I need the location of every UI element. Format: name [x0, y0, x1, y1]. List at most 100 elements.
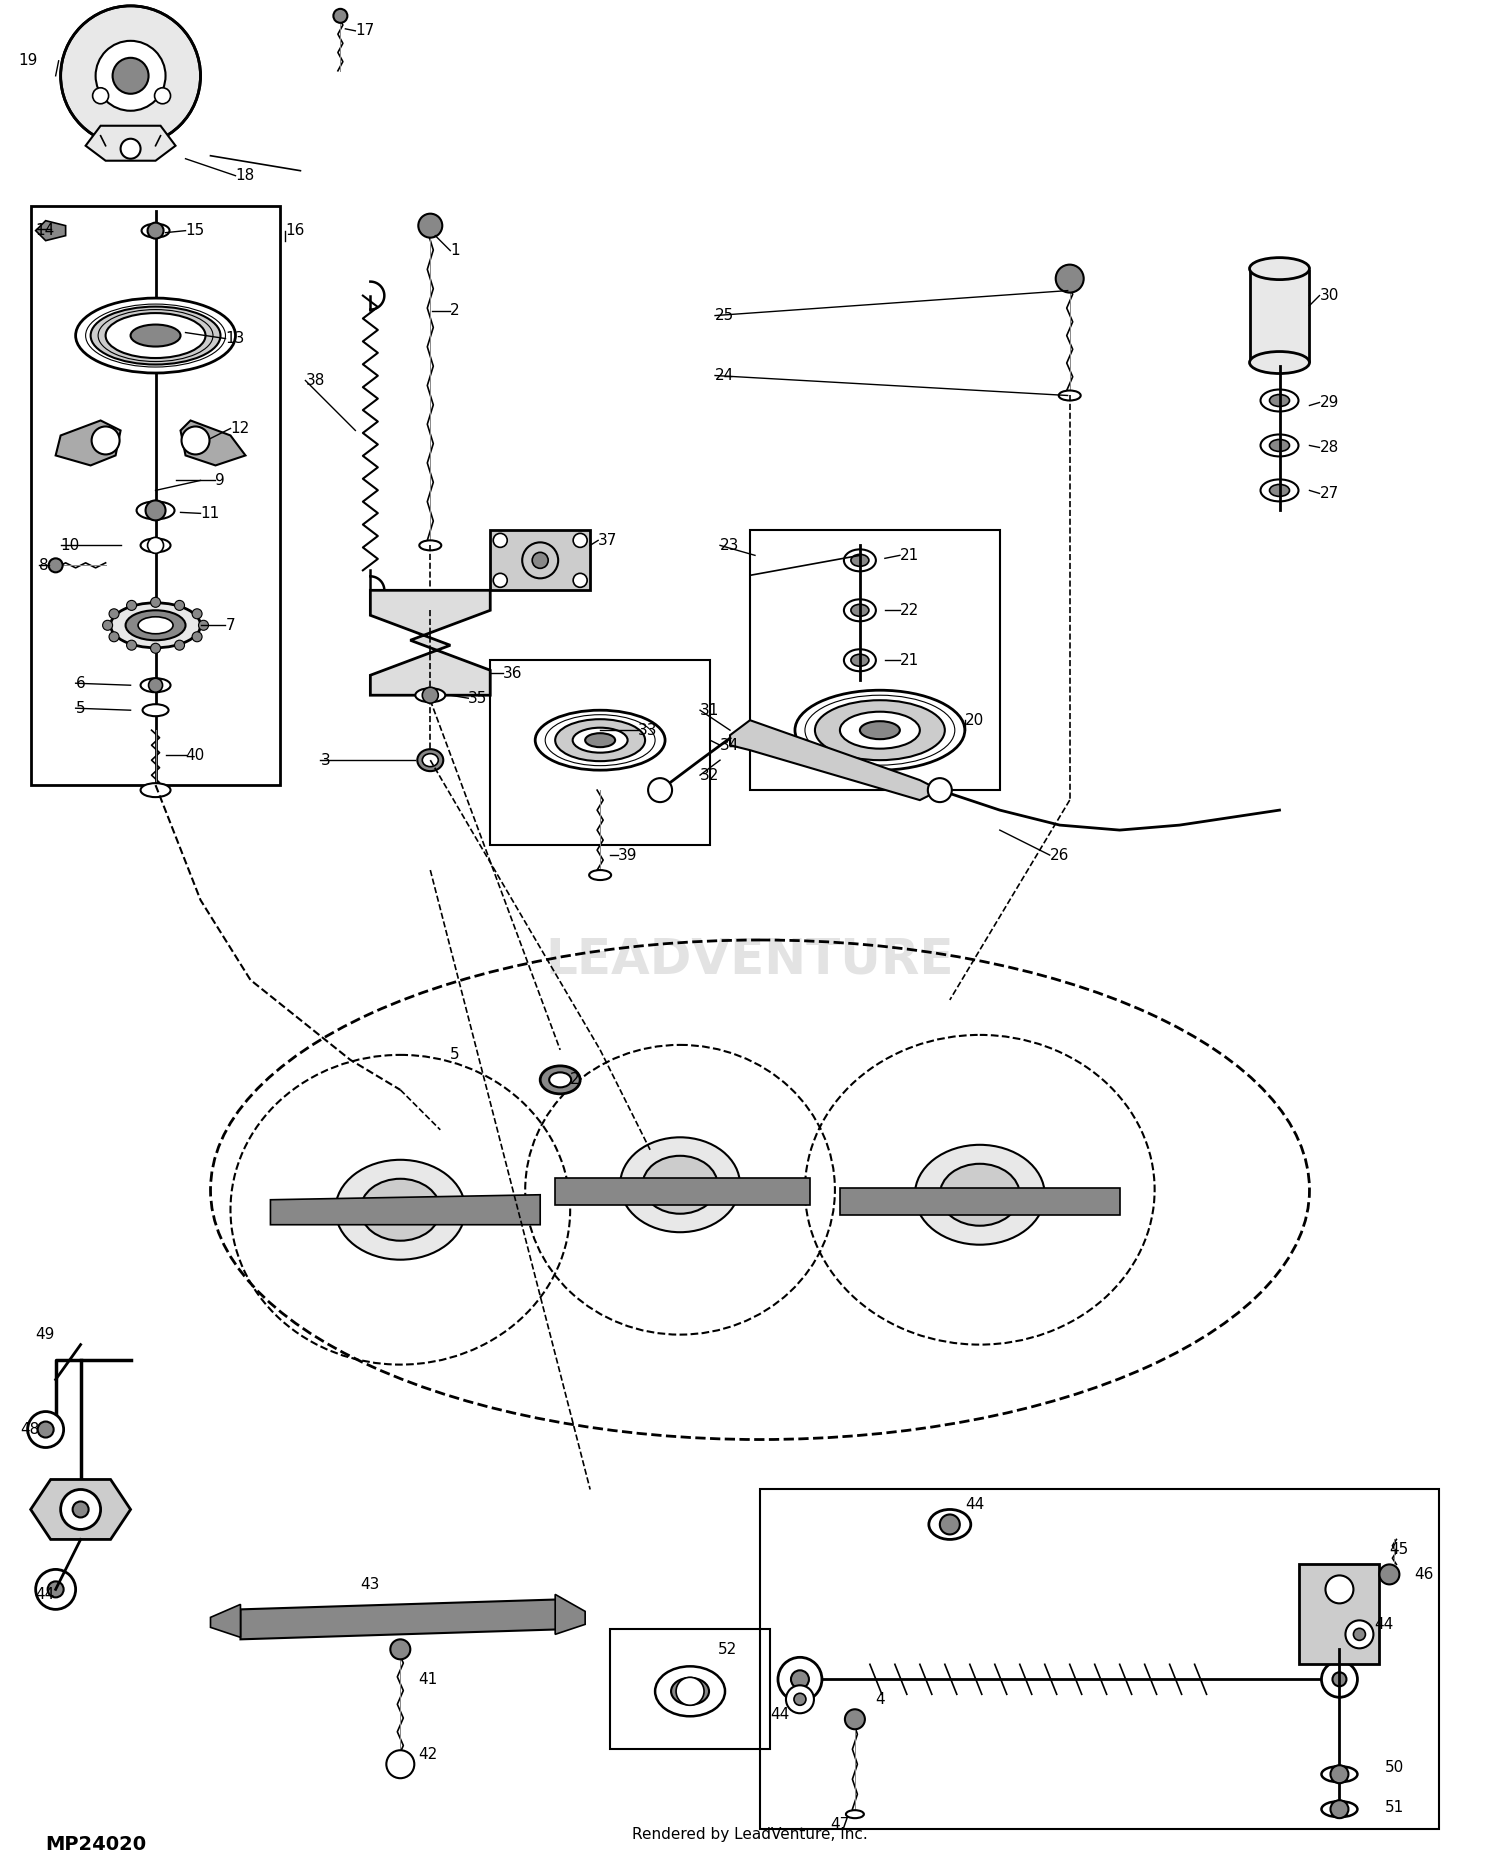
- Circle shape: [110, 631, 118, 642]
- Ellipse shape: [620, 1137, 740, 1232]
- Circle shape: [154, 87, 171, 104]
- Ellipse shape: [1322, 1766, 1358, 1783]
- Ellipse shape: [90, 307, 220, 365]
- Text: Rendered by LeadVenture, Inc.: Rendered by LeadVenture, Inc.: [632, 1828, 868, 1842]
- Circle shape: [36, 1569, 75, 1610]
- Circle shape: [794, 1694, 806, 1705]
- Polygon shape: [210, 1604, 240, 1638]
- Circle shape: [174, 601, 184, 610]
- Text: 19: 19: [18, 54, 38, 69]
- Circle shape: [120, 140, 141, 158]
- Polygon shape: [240, 1599, 560, 1640]
- Text: 44: 44: [36, 1587, 56, 1602]
- Text: 36: 36: [503, 666, 522, 681]
- Text: 26: 26: [1050, 847, 1070, 862]
- Text: 43: 43: [360, 1576, 380, 1591]
- Ellipse shape: [420, 540, 441, 551]
- Text: 45: 45: [1389, 1543, 1408, 1558]
- Ellipse shape: [815, 700, 945, 759]
- Circle shape: [419, 214, 442, 238]
- Bar: [750, 530, 1000, 791]
- Circle shape: [148, 677, 162, 692]
- Ellipse shape: [915, 1145, 1044, 1245]
- Ellipse shape: [859, 722, 900, 739]
- Polygon shape: [555, 1595, 585, 1634]
- Ellipse shape: [656, 1666, 724, 1716]
- Bar: [610, 1630, 770, 1749]
- Ellipse shape: [1250, 257, 1310, 279]
- Circle shape: [1056, 264, 1083, 292]
- Text: LEADVENTURE: LEADVENTURE: [546, 936, 954, 984]
- Text: 48: 48: [21, 1422, 40, 1437]
- Circle shape: [126, 601, 136, 610]
- Text: 28: 28: [1320, 439, 1338, 454]
- Circle shape: [38, 1422, 54, 1437]
- Ellipse shape: [136, 501, 174, 519]
- Bar: [490, 661, 710, 845]
- Ellipse shape: [585, 733, 615, 746]
- Text: 44: 44: [770, 1707, 789, 1721]
- Text: 24: 24: [716, 368, 735, 383]
- Circle shape: [112, 58, 148, 93]
- Ellipse shape: [555, 718, 645, 761]
- Circle shape: [147, 223, 164, 238]
- Circle shape: [494, 573, 507, 588]
- Circle shape: [150, 597, 160, 607]
- Text: 31: 31: [700, 703, 720, 718]
- Bar: [30, 207, 280, 785]
- Ellipse shape: [850, 655, 868, 666]
- Text: 44: 44: [1374, 1617, 1394, 1632]
- Ellipse shape: [590, 871, 610, 880]
- Circle shape: [573, 573, 586, 588]
- Circle shape: [192, 609, 202, 620]
- Ellipse shape: [416, 689, 446, 702]
- Text: 5: 5: [75, 702, 86, 716]
- Text: 8: 8: [39, 558, 48, 573]
- Circle shape: [92, 426, 120, 454]
- Text: 2: 2: [570, 1072, 580, 1087]
- Ellipse shape: [850, 555, 868, 566]
- Text: 15: 15: [186, 223, 206, 238]
- Text: 33: 33: [638, 722, 657, 737]
- Polygon shape: [555, 1178, 810, 1204]
- Circle shape: [494, 534, 507, 547]
- Text: 7: 7: [225, 618, 236, 633]
- Circle shape: [390, 1640, 411, 1660]
- Circle shape: [93, 87, 108, 104]
- Ellipse shape: [1260, 389, 1299, 411]
- Circle shape: [790, 1671, 808, 1688]
- Text: 21: 21: [900, 547, 920, 562]
- Circle shape: [198, 620, 208, 631]
- Ellipse shape: [141, 783, 171, 797]
- Text: 40: 40: [186, 748, 206, 763]
- Text: 9: 9: [216, 473, 225, 488]
- Circle shape: [1380, 1565, 1400, 1584]
- Text: 27: 27: [1320, 486, 1338, 501]
- Text: 10: 10: [60, 538, 80, 553]
- Text: 21: 21: [900, 653, 920, 668]
- Text: 16: 16: [285, 223, 304, 238]
- Circle shape: [423, 687, 438, 703]
- Polygon shape: [840, 1187, 1119, 1215]
- Ellipse shape: [940, 1163, 1020, 1226]
- Text: 52: 52: [718, 1641, 738, 1656]
- Polygon shape: [56, 421, 120, 465]
- Polygon shape: [730, 720, 940, 800]
- Text: 29: 29: [1320, 395, 1340, 409]
- Text: 13: 13: [225, 331, 245, 346]
- Text: 35: 35: [468, 690, 488, 705]
- Ellipse shape: [844, 599, 876, 622]
- Circle shape: [648, 778, 672, 802]
- Ellipse shape: [75, 298, 236, 372]
- Ellipse shape: [1250, 352, 1310, 374]
- Ellipse shape: [141, 677, 171, 692]
- Text: 39: 39: [618, 847, 638, 862]
- Ellipse shape: [1059, 391, 1080, 400]
- Ellipse shape: [423, 754, 438, 767]
- Ellipse shape: [360, 1178, 441, 1241]
- Circle shape: [844, 1708, 865, 1729]
- Ellipse shape: [549, 1072, 572, 1087]
- Ellipse shape: [141, 223, 170, 238]
- Text: 37: 37: [598, 532, 618, 547]
- Bar: [760, 1489, 1440, 1829]
